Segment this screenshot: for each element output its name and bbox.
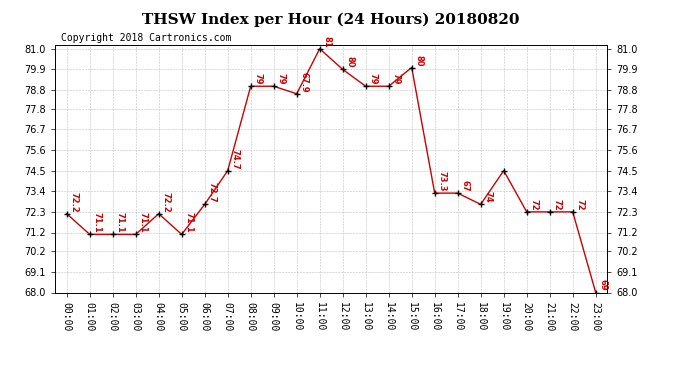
Text: 72: 72 bbox=[529, 199, 538, 210]
Text: 67.9: 67.9 bbox=[299, 72, 308, 92]
Text: 71.1: 71.1 bbox=[92, 212, 101, 233]
Text: 79: 79 bbox=[277, 74, 286, 85]
Text: 71.1: 71.1 bbox=[139, 212, 148, 233]
Text: 74.7: 74.7 bbox=[230, 148, 239, 169]
Text: 72.7: 72.7 bbox=[208, 182, 217, 203]
Text: 69: 69 bbox=[598, 279, 607, 291]
Text: 80: 80 bbox=[415, 55, 424, 66]
Text: 73.3: 73.3 bbox=[437, 171, 446, 192]
Text: 72.2: 72.2 bbox=[161, 192, 170, 212]
Text: 80: 80 bbox=[346, 57, 355, 68]
Text: 79: 79 bbox=[391, 74, 400, 85]
Text: 79: 79 bbox=[253, 74, 262, 85]
Text: 72.2: 72.2 bbox=[70, 192, 79, 212]
Title: THSW Index per Hour (24 Hours) 20180820: THSW Index per Hour (24 Hours) 20180820 bbox=[142, 12, 520, 27]
Text: 74: 74 bbox=[484, 191, 493, 203]
Text: 79: 79 bbox=[368, 74, 377, 85]
Text: 81: 81 bbox=[322, 36, 331, 47]
Text: 67: 67 bbox=[460, 180, 469, 192]
Text: 72: 72 bbox=[553, 199, 562, 210]
Text: 72: 72 bbox=[575, 199, 584, 210]
Text: 71.1: 71.1 bbox=[115, 212, 124, 233]
Text: Copyright 2018 Cartronics.com: Copyright 2018 Cartronics.com bbox=[61, 33, 231, 42]
Text: 71.1: 71.1 bbox=[184, 212, 193, 233]
